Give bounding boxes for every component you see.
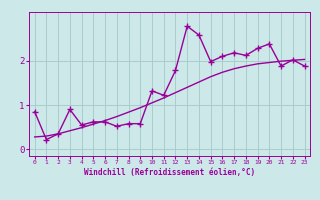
X-axis label: Windchill (Refroidissement éolien,°C): Windchill (Refroidissement éolien,°C) <box>84 168 255 177</box>
